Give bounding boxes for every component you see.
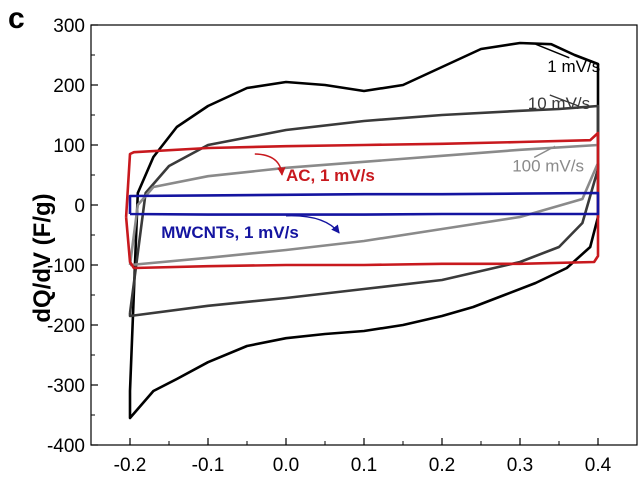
y-tick-label: -400 <box>47 436 85 457</box>
series-mwcnts-1-mv-s-line <box>128 191 600 216</box>
annotation-leader-line <box>549 94 579 107</box>
series-ac-1-mv-s-line <box>124 131 600 270</box>
series-10-mv-s-line <box>128 104 600 318</box>
y-axis-title: dQ/dV (F/g) <box>29 193 56 322</box>
x-tick-label: -0.2 <box>114 455 147 476</box>
y-tick-label: 100 <box>53 136 85 157</box>
x-tick-label: 0.2 <box>429 455 455 476</box>
x-tick-label: -0.1 <box>192 455 225 476</box>
y-tick-label: 200 <box>53 76 85 97</box>
y-tick-label: -100 <box>47 256 85 277</box>
x-tick-label: 0.1 <box>351 455 377 476</box>
x-tick-label: 0.0 <box>273 455 299 476</box>
annotation-arrow <box>254 153 286 176</box>
y-tick-label: -300 <box>47 376 85 397</box>
annotation-leader-line <box>535 43 570 59</box>
series-layer <box>124 41 600 420</box>
annotation-layer: 1 mV/s 10 mV/s 100 mV/s AC, 1 mV/s MWCNTs, 1… <box>161 43 600 242</box>
annotation-label: AC, 1 mV/s <box>286 166 375 185</box>
y-tick-label: 0 <box>74 196 85 217</box>
y-tick-label: -200 <box>47 316 85 337</box>
y-axis-title-group: dQ/dV (F/g) <box>29 193 56 322</box>
annotation-label: 100 mV/s <box>512 156 584 175</box>
panel-label: c <box>8 2 25 35</box>
x-tick-label: 0.3 <box>507 455 533 476</box>
x-tick-label: 0.4 <box>585 455 612 476</box>
ticks-layer: -400 -300 -200 -100 0 100 200 300 -0.2 -0.1 0.0 0.1… <box>47 16 638 476</box>
annotation-label: MWCNTs, 1 mV/s <box>161 223 299 242</box>
annotation-leader-line <box>533 145 556 159</box>
annotation-label: 1 mV/s <box>547 57 600 76</box>
y-tick-label: 300 <box>53 16 85 37</box>
annotation-label: 10 mV/s <box>528 94 590 113</box>
annotation-arrow <box>285 215 340 234</box>
